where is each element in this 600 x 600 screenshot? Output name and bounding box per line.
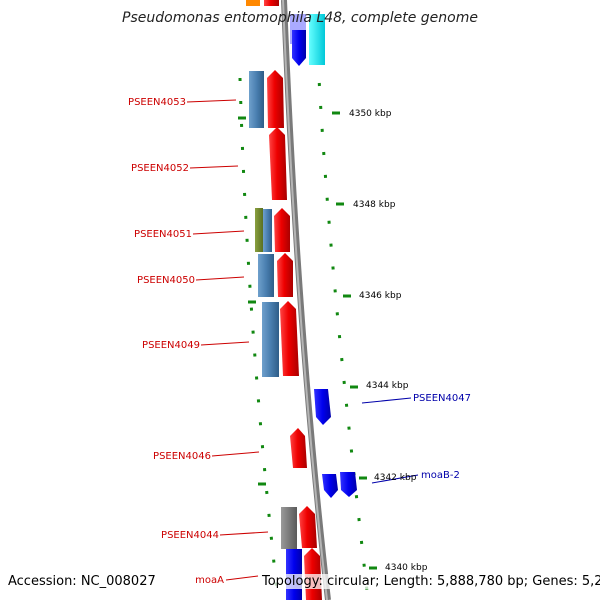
- scale-label-4340: 4340 kbp: [385, 563, 428, 573]
- gene-steel-4049: [262, 302, 279, 377]
- gene-steel-4051: [263, 209, 272, 252]
- outer-dotted-track: [316, 59, 370, 600]
- gene-red-4050: [277, 253, 293, 297]
- scale-label-4342: 4342 kbp: [374, 473, 417, 483]
- gene-top-red: [264, 0, 279, 6]
- gene-blue-moab2-b: [340, 472, 357, 497]
- gene-label-moaa[interactable]: moaA: [195, 575, 224, 586]
- gene-red-4044: [299, 506, 317, 548]
- gene-label-pseen4053[interactable]: PSEEN4053: [128, 97, 186, 108]
- scale-label-4348: 4348 kbp: [353, 200, 396, 210]
- gene-blue-moab2-a: [322, 474, 338, 498]
- gene-top-cyan: [309, 14, 325, 65]
- gene-blue-4047: [314, 389, 331, 425]
- gene-top-orange: [246, 0, 260, 6]
- inner-dotted-track: [238, 77, 280, 600]
- gene-label-pseen4050[interactable]: PSEEN4050: [137, 275, 195, 286]
- gene-top-blue: [292, 30, 306, 66]
- gene-steel-4050: [258, 254, 274, 297]
- scale-label-4346: 4346 kbp: [359, 291, 402, 301]
- gene-label-moab2[interactable]: moaB-2: [421, 470, 460, 481]
- gene-red-4049: [280, 301, 299, 376]
- gene-steel-4053: [249, 71, 264, 128]
- gene-olive-4051: [255, 208, 263, 252]
- topology-text: Topology: circular; Length: 5,888,780 bp…: [262, 574, 600, 589]
- gene-label-pseen4044[interactable]: PSEEN4044: [161, 530, 219, 541]
- gene-gray-4044: [281, 507, 297, 549]
- gene-label-pseen4051[interactable]: PSEEN4051: [134, 229, 192, 240]
- accession-text: Accession: NC_008027: [8, 574, 156, 589]
- gene-red-4052: [269, 127, 287, 200]
- leader-lines: [186, 99, 419, 581]
- gene-label-pseen4046[interactable]: PSEEN4046: [153, 451, 211, 462]
- scale-ticks: [238, 111, 377, 570]
- gene-label-pseen4049[interactable]: PSEEN4049: [142, 340, 200, 351]
- gene-red-4053: [267, 70, 284, 128]
- gene-red-4046: [290, 428, 307, 468]
- scale-label-4344: 4344 kbp: [366, 381, 409, 391]
- gene-label-pseen4052[interactable]: PSEEN4052: [131, 163, 189, 174]
- gene-red-4051: [274, 208, 290, 252]
- gene-label-pseen4047[interactable]: PSEEN4047: [413, 393, 471, 404]
- scale-label-4350: 4350 kbp: [349, 109, 392, 119]
- map-title: Pseudomonas entomophila L48, complete ge…: [122, 10, 478, 26]
